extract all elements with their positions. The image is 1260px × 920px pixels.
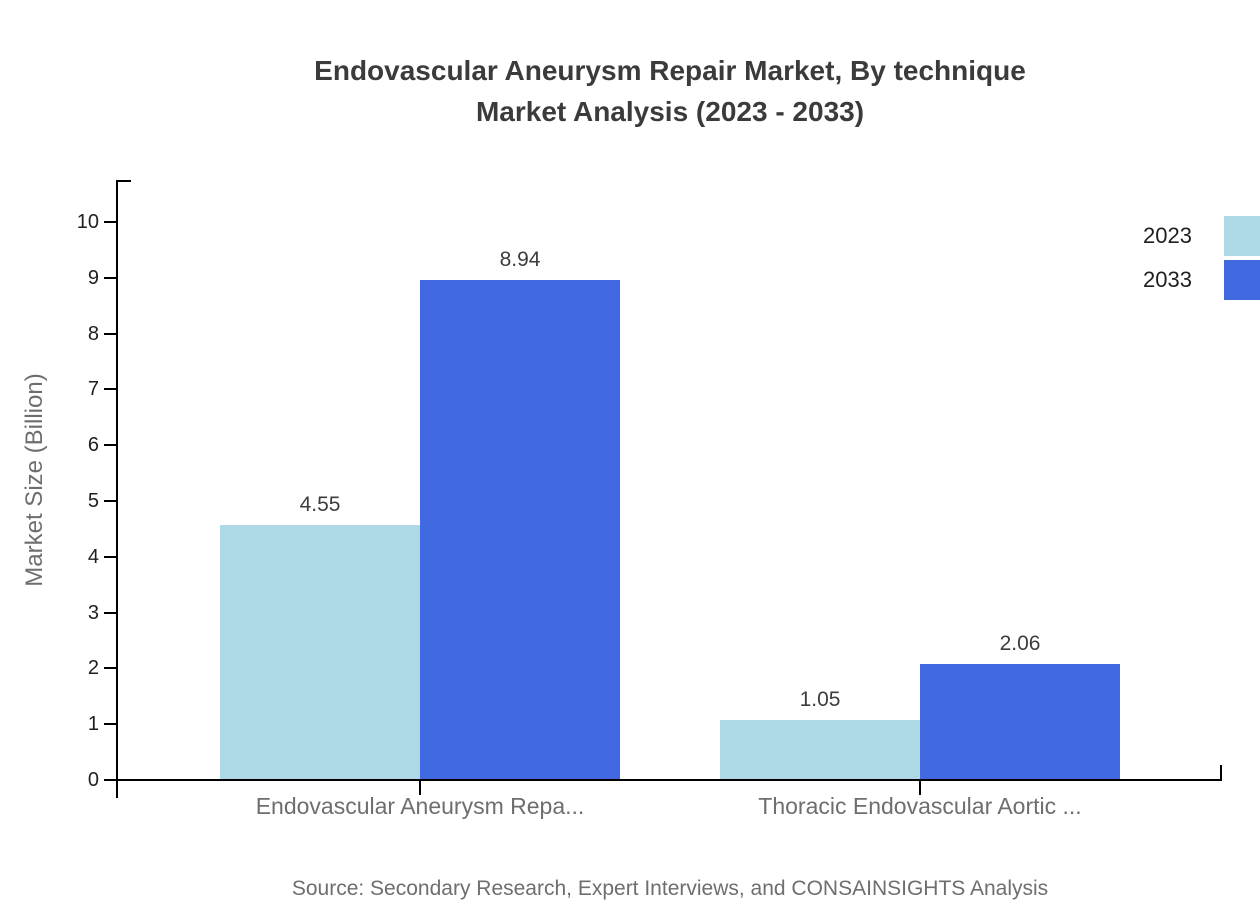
bar-value-label-2023-category0: 4.55	[299, 493, 341, 516]
y-axis-line	[116, 180, 118, 798]
legend-swatch-2033	[1224, 260, 1260, 300]
y-tick-label-1: 1	[87, 713, 99, 735]
y-tick-mark-9	[104, 277, 117, 279]
y-tick-label-2: 2	[87, 657, 99, 679]
chart-title-line2: Market Analysis (2023 - 2033)	[475, 96, 865, 127]
y-tick-mark-6	[104, 444, 117, 446]
y-tick-label-7: 7	[87, 378, 99, 400]
y-tick-label-0: 0	[87, 769, 99, 791]
y-tick-mark-1	[104, 723, 117, 725]
y-tick-mark-10	[104, 221, 117, 223]
legend-swatch-2023	[1224, 216, 1260, 256]
bar-value-label-2033-category0: 8.94	[499, 248, 541, 271]
y-tick-label-9: 9	[87, 267, 99, 289]
y-tick-label-3: 3	[87, 602, 99, 624]
y-tick-mark-7	[104, 388, 117, 390]
legend-label-2023: 2023	[1143, 223, 1192, 248]
legend-label-2033: 2033	[1143, 267, 1192, 292]
bar-value-label-2023-category1: 1.05	[799, 688, 841, 711]
y-tick-mark-3	[104, 612, 117, 614]
source-note: Source: Secondary Research, Expert Inter…	[291, 877, 1049, 900]
bar-2023-category0	[220, 525, 420, 779]
y-tick-label-8: 8	[87, 323, 99, 345]
y-tick-label-6: 6	[87, 434, 99, 456]
y-tick-label-5: 5	[87, 490, 99, 512]
y-tick-mark-5	[104, 500, 117, 502]
chart-title-line1: Endovascular Aneurysm Repair Market, By …	[314, 55, 1026, 86]
x-axis-end-cap	[1220, 765, 1222, 781]
x-category-label-0: Endovascular Aneurysm Repa...	[255, 793, 585, 819]
plot-area: 4.55 1.05 8.94 2.06	[118, 180, 1220, 780]
bar-2033-category1	[920, 664, 1120, 779]
bar-2033-category0	[420, 280, 620, 779]
y-tick-label-10: 10	[76, 211, 99, 233]
y-tick-label-4: 4	[87, 546, 99, 568]
y-tick-mark-4	[104, 556, 117, 558]
x-tick-mark-0	[419, 779, 421, 795]
bar-2023-category1	[720, 720, 920, 779]
chart-title: Endovascular Aneurysm Repair Market, By …	[80, 50, 1260, 132]
x-axis-line	[116, 779, 1222, 781]
y-axis-top-cap	[116, 180, 131, 182]
y-tick-mark-2	[104, 667, 117, 669]
y-tick-mark-8	[104, 333, 117, 335]
bar-value-label-2033-category1: 2.06	[999, 632, 1041, 655]
x-category-label-1: Thoracic Endovascular Aortic ...	[758, 793, 1082, 819]
x-tick-mark-1	[919, 779, 921, 795]
y-tick-mark-0	[104, 779, 117, 781]
